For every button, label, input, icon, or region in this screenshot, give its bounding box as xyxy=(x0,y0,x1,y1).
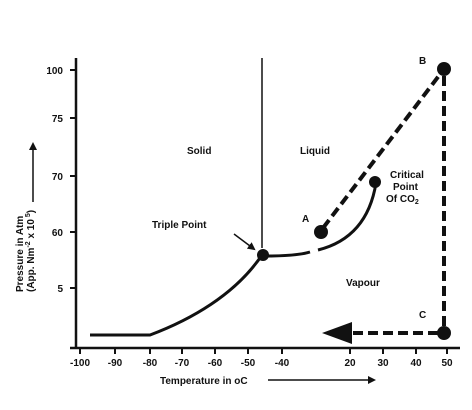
region-liquid-label: Liquid xyxy=(300,146,330,157)
x-tick-neg80: -80 xyxy=(143,358,158,369)
region-solid-label: Solid xyxy=(187,146,211,157)
x-tick-neg40: -40 xyxy=(275,358,290,369)
critical-point-label-line2: Point xyxy=(393,182,419,193)
y-axis-title: Pressure in Atm (App. Nm-2 x 10 5) xyxy=(15,210,37,292)
point-a-label: A xyxy=(302,214,309,225)
x-tick-40: 40 xyxy=(410,358,422,369)
y-axis-ticks xyxy=(70,69,76,289)
point-c-dot xyxy=(437,326,451,340)
dashed-path-arrowhead xyxy=(322,322,352,344)
x-tick-neg50: -50 xyxy=(241,358,256,369)
point-b-label: B xyxy=(419,56,426,67)
x-tick-neg90: -90 xyxy=(108,358,123,369)
x-tick-neg60: -60 xyxy=(208,358,223,369)
point-b-dot xyxy=(437,62,451,76)
y-tick-70: 70 xyxy=(52,172,64,183)
x-tick-20: 20 xyxy=(344,358,356,369)
y-tick-5: 5 xyxy=(57,284,63,295)
x-axis-title: Temperature in oC xyxy=(160,376,248,387)
triple-point-arrow xyxy=(233,233,256,251)
svg-text:(App. Nm-2 x 10 5): (App. Nm-2 x 10 5) xyxy=(25,210,37,292)
vapour-curve-right xyxy=(317,182,378,252)
x-tick-50: 50 xyxy=(441,358,453,369)
region-vapour-label: Vapour xyxy=(346,278,380,289)
critical-point-label-line3: Of CO2 xyxy=(386,194,419,206)
dashed-path-a-b xyxy=(321,71,443,230)
svg-text:Pressure in Atm: Pressure in Atm xyxy=(15,216,26,292)
point-c-label: C xyxy=(419,310,426,321)
x-tick-neg100: -100 xyxy=(70,358,90,369)
x-axis-ticks xyxy=(79,348,448,354)
critical-point-dot xyxy=(369,176,381,188)
triple-point-dot xyxy=(257,249,269,261)
y-tick-60: 60 xyxy=(52,228,64,239)
critical-point-label-line1: Critical xyxy=(390,170,424,181)
x-axis-unit: oC xyxy=(234,376,247,387)
x-tick-30: 30 xyxy=(377,358,389,369)
y-tick-75: 75 xyxy=(52,114,64,125)
triple-point-label: Triple Point xyxy=(152,220,207,231)
x-tick-neg70: -70 xyxy=(175,358,190,369)
sublimation-curve xyxy=(90,254,264,337)
y-tick-100: 100 xyxy=(46,66,63,77)
vapour-curve-left xyxy=(263,250,311,258)
